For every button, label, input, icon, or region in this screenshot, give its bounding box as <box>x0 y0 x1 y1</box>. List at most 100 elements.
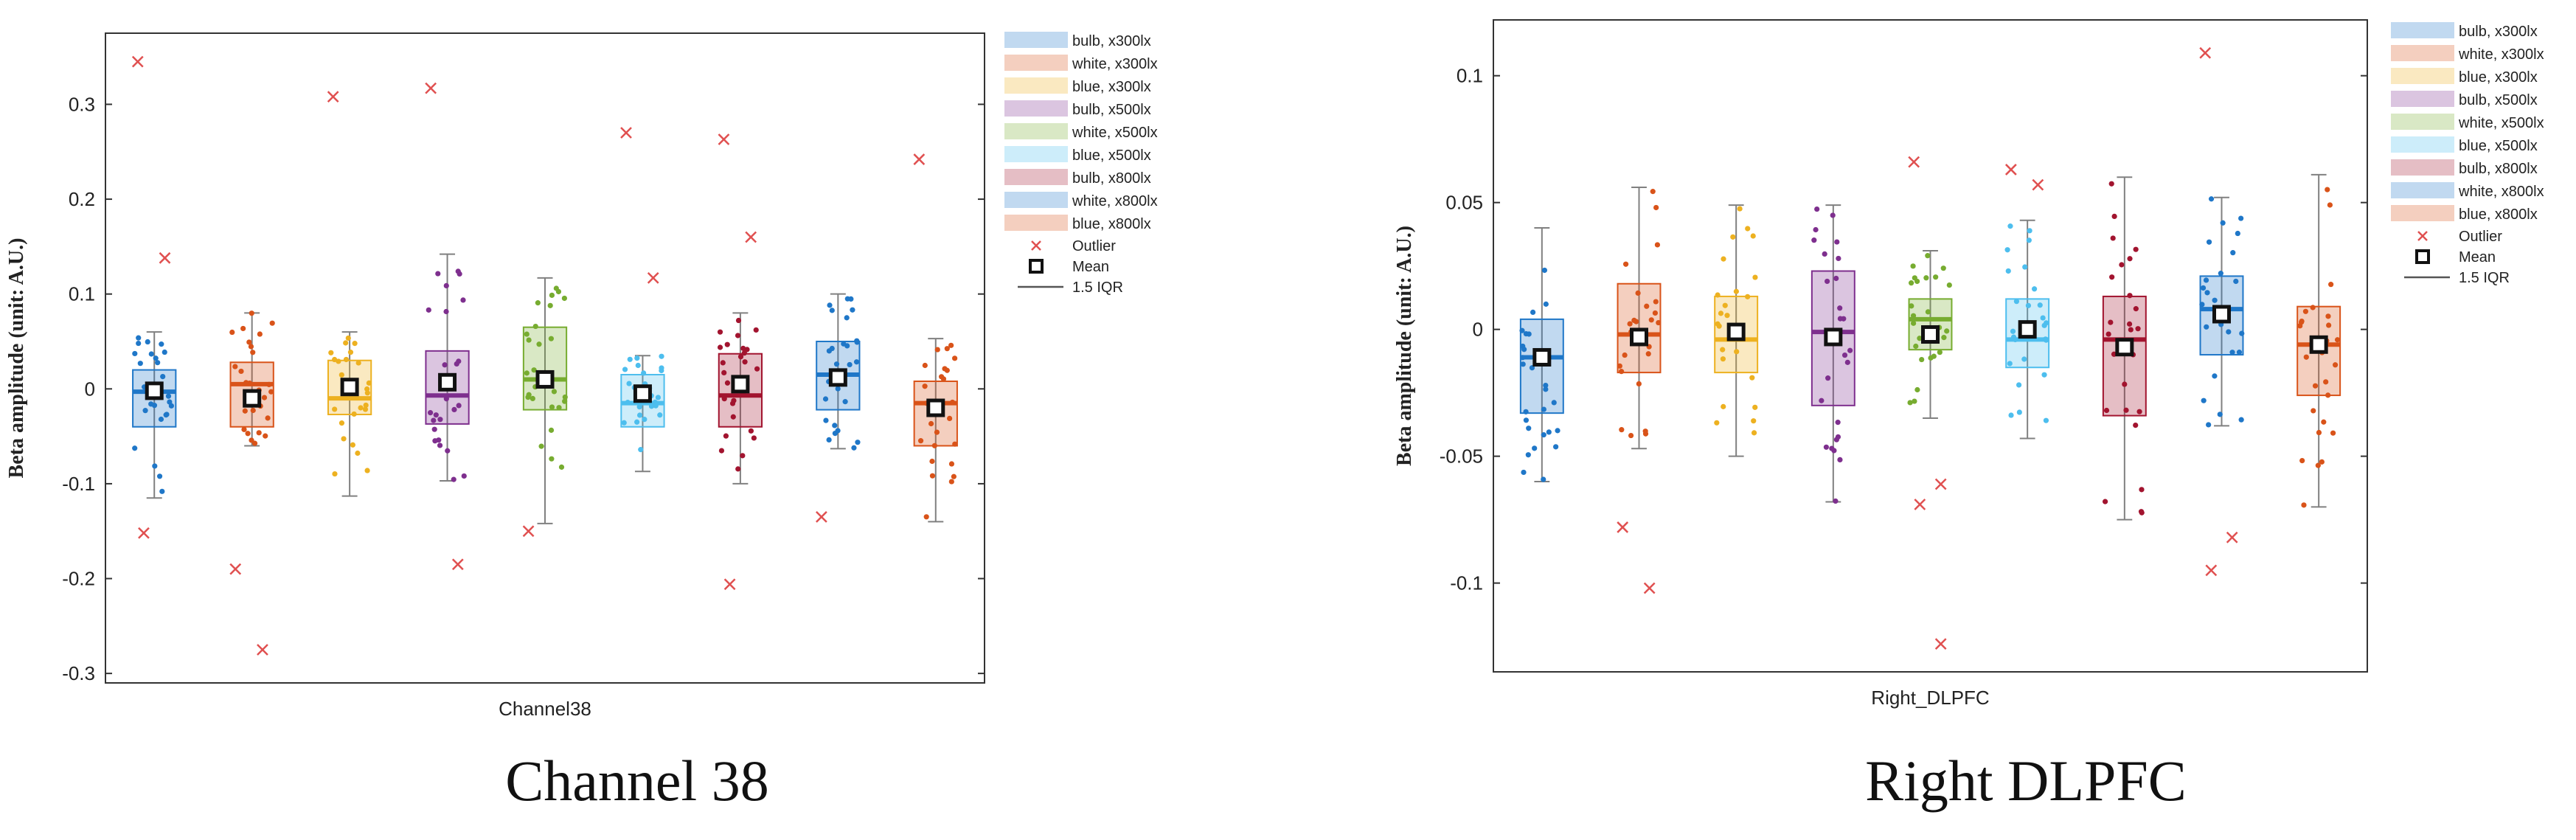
data-point <box>443 396 449 402</box>
data-point <box>148 351 154 357</box>
data-point <box>456 403 462 409</box>
legend-outlier-icon <box>1031 240 1041 251</box>
data-point <box>159 341 164 347</box>
data-point <box>657 412 663 418</box>
data-point <box>2325 392 2331 398</box>
data-point <box>1749 375 1755 381</box>
data-point <box>2297 323 2303 329</box>
legend-swatch <box>2391 45 2454 61</box>
legend-label: bulb, x800lx <box>1072 170 1151 187</box>
data-point <box>2133 306 2139 312</box>
data-point <box>1520 361 1526 367</box>
data-point <box>832 423 838 428</box>
data-point <box>634 419 640 425</box>
data-point <box>2212 373 2218 379</box>
data-point <box>2103 407 2110 414</box>
data-point <box>2139 487 2145 493</box>
data-point <box>2302 308 2309 314</box>
data-point <box>1721 403 1726 409</box>
legend-swatch <box>1004 55 1068 71</box>
mean-marker <box>731 375 750 394</box>
data-point <box>355 360 361 366</box>
data-point <box>530 395 535 401</box>
data-point <box>642 417 648 423</box>
data-point <box>261 395 268 400</box>
data-point <box>1722 302 1728 308</box>
data-point <box>152 463 158 469</box>
data-point <box>343 340 349 346</box>
data-point <box>358 405 364 411</box>
data-point <box>2122 381 2128 387</box>
data-point <box>1923 275 1929 281</box>
outlier-marker <box>257 644 268 656</box>
data-point <box>1835 434 1841 440</box>
data-point <box>1733 288 1739 294</box>
data-point <box>1644 303 1650 309</box>
data-point <box>1541 267 1548 274</box>
data-point <box>1910 320 1917 326</box>
data-point <box>257 331 263 337</box>
data-point <box>136 335 142 341</box>
data-point <box>437 417 443 423</box>
y-tick-label: -0.3 <box>62 662 95 684</box>
data-point <box>947 415 953 422</box>
outlier-stroke <box>647 271 659 284</box>
y-axis-label: Beta amplitude (unit: A.U.) <box>5 238 28 479</box>
data-point <box>549 456 555 462</box>
legend-label: blue, x800lx <box>2459 206 2538 223</box>
box-group-7 <box>2102 176 2147 521</box>
data-point <box>2199 302 2205 308</box>
chart-1: -0.3 -0.2 -0.1 0 0.1 0.2 0.3 Beta amplitude (un… <box>5 32 1158 813</box>
outlier-marker <box>647 271 659 284</box>
data-point <box>532 323 538 330</box>
data-point <box>753 327 759 333</box>
y-tick-label: 0.3 <box>69 93 95 115</box>
data-point <box>625 400 631 406</box>
data-point <box>263 433 268 439</box>
data-point <box>737 354 744 360</box>
box-group-5 <box>1907 156 1953 650</box>
data-point <box>553 285 559 291</box>
legend-mean-label: Mean <box>2459 249 2496 265</box>
legend-label: blue, x300lx <box>1072 79 1151 95</box>
data-point <box>2206 422 2212 428</box>
data-point <box>829 345 835 352</box>
data-point <box>1526 331 1532 337</box>
data-point <box>2235 230 2240 237</box>
data-point <box>2022 264 2028 270</box>
data-point <box>1829 445 1835 451</box>
outlier-stroke <box>1617 521 1629 533</box>
data-point <box>526 337 532 343</box>
data-point <box>2016 409 2022 415</box>
data-point <box>659 367 664 374</box>
data-point <box>659 353 664 359</box>
y-tick-label: 0 <box>1473 319 1483 341</box>
data-point <box>2226 329 2232 335</box>
data-point <box>355 450 361 457</box>
data-point <box>2026 237 2032 243</box>
data-point <box>156 473 163 479</box>
mean-marker <box>1630 327 1648 347</box>
box-group-8 <box>2199 46 2245 577</box>
data-point <box>460 297 466 303</box>
data-point <box>740 453 746 459</box>
data-point <box>1914 278 1920 285</box>
data-point <box>1910 263 1916 269</box>
data-point <box>1745 226 1751 232</box>
data-point <box>2105 331 2111 337</box>
data-point <box>1833 275 1839 282</box>
data-point <box>730 414 736 420</box>
data-point <box>626 381 632 386</box>
box-group-6 <box>2004 164 2050 440</box>
data-point <box>347 350 354 355</box>
box-group-1 <box>131 55 177 539</box>
data-point <box>164 412 170 417</box>
data-point <box>844 315 850 321</box>
data-point <box>1937 350 1943 355</box>
data-point <box>833 361 840 367</box>
data-point <box>1734 349 1740 355</box>
data-point <box>1941 335 1947 341</box>
data-point <box>827 302 833 308</box>
data-point <box>1745 294 1751 299</box>
outlier-marker <box>1934 638 1947 650</box>
